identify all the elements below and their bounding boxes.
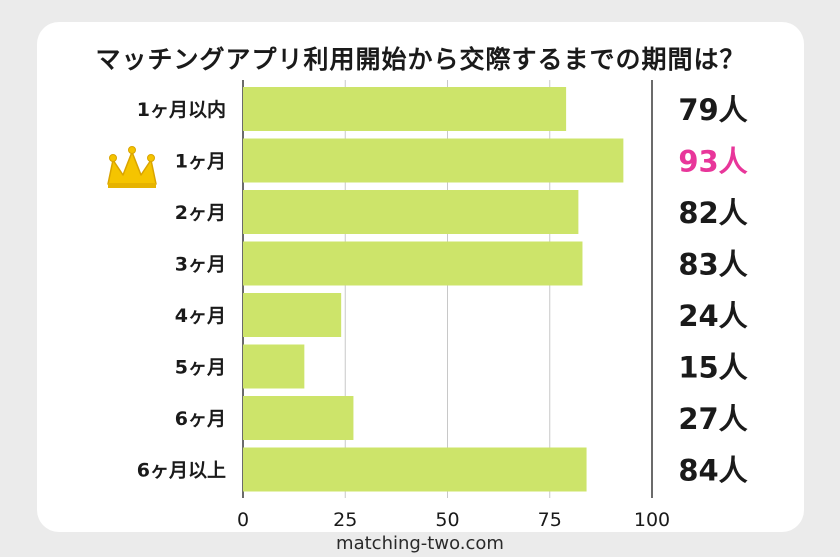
category-label: 1ヶ月以内 [137, 98, 226, 121]
category-label: 3ヶ月 [175, 254, 226, 276]
x-axis-ticks: 0 25 50 75 100 [237, 509, 670, 531]
category-label: 5ヶ月 [175, 357, 226, 379]
value-label: 83人 [678, 248, 747, 282]
category-label: 6ヶ月 [175, 408, 226, 430]
value-label: 93人 [678, 145, 747, 179]
crown-icon [107, 146, 157, 188]
bar [243, 87, 567, 131]
x-tick-label: 75 [538, 509, 562, 531]
value-label: 82人 [678, 196, 747, 230]
footer-site: matching-two.com [336, 533, 504, 554]
bar [243, 396, 354, 440]
category-label: 6ヶ月以上 [137, 460, 226, 482]
bars [243, 87, 624, 492]
x-tick-label: 25 [333, 509, 357, 531]
bar [243, 447, 587, 492]
category-label: 2ヶ月 [175, 202, 226, 224]
value-label: 84人 [678, 454, 747, 488]
x-tick-label: 50 [435, 509, 459, 531]
value-labels: 79人 93人 82人 83人 24人 15人 27人 84人 [678, 93, 747, 488]
category-labels: 1ヶ月以内 1ヶ月 2ヶ月 3ヶ月 4ヶ月 5ヶ月 6ヶ月 6ヶ月以上 [137, 98, 226, 482]
bar [243, 138, 624, 183]
x-tick-label: 0 [237, 509, 249, 531]
bar [243, 344, 305, 389]
chart-title: マッチングアプリ利用開始から交際するまでの期間は？ [95, 45, 746, 74]
category-label: 1ヶ月 [175, 151, 226, 173]
value-label: 27人 [678, 402, 747, 436]
bar [243, 293, 342, 337]
category-label: 4ヶ月 [175, 305, 226, 327]
x-tick-label: 100 [634, 509, 670, 531]
value-label: 79人 [678, 93, 747, 127]
value-label: 15人 [678, 351, 747, 385]
bar [243, 241, 583, 286]
value-label: 24人 [678, 299, 747, 333]
bar [243, 190, 579, 234]
